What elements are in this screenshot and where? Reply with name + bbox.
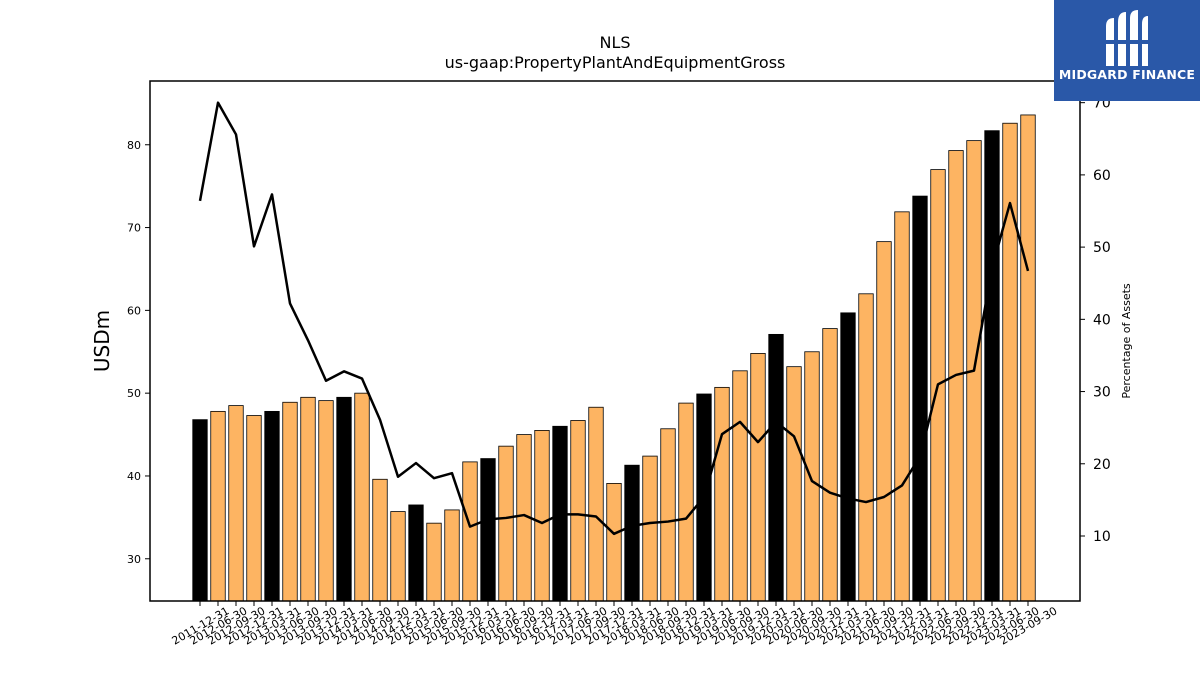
y-tick-label: 30 xyxy=(127,553,141,566)
midgard-m-logo-icon xyxy=(1104,10,1150,66)
percentage-of-assets-line xyxy=(198,101,1030,536)
x-axis: 2011-12-312012-06-302012-09-302012-12-31… xyxy=(170,601,1060,648)
bar-2017-06-30 xyxy=(588,406,604,602)
bar-2019-06-30 xyxy=(732,370,748,602)
plot-frame xyxy=(149,80,1081,602)
bar-2013-09-30 xyxy=(318,400,334,602)
bar-2018-06-30 xyxy=(660,428,676,602)
y2-tick-label: 30 xyxy=(1093,385,1111,401)
brand-logo: MIDGARD FINANCE xyxy=(1054,0,1200,101)
bar-2020-06-30 xyxy=(804,351,820,602)
bar-2013-03-31 xyxy=(282,401,298,602)
bar-2016-09-30 xyxy=(534,430,550,602)
bar-2015-09-30 xyxy=(462,461,478,602)
bar-2014-09-30 xyxy=(390,511,406,602)
bar-2014-03-31 xyxy=(354,392,370,602)
y2-tick-label: 20 xyxy=(1093,457,1111,473)
bar-2020-03-31 xyxy=(786,366,802,602)
bar-2012-09-30 xyxy=(246,415,262,602)
bar-2017-09-30 xyxy=(606,483,622,602)
line-layer xyxy=(198,101,1030,536)
brand-name: MIDGARD FINANCE xyxy=(1058,67,1196,82)
bar-2021-06-30 xyxy=(876,241,892,602)
bar-2016-03-31 xyxy=(498,445,514,602)
bar-2014-06-30 xyxy=(372,478,388,602)
bar-2022-12-31 xyxy=(984,130,1000,602)
y-tick-label: 50 xyxy=(127,387,141,400)
y-tick-label: 40 xyxy=(127,470,141,483)
y2-axis-label: Percentage of Assets xyxy=(1120,283,1133,399)
bars-layer xyxy=(192,114,1036,602)
bar-2012-12-31 xyxy=(264,410,280,602)
chart-subtitle: us-gaap:PropertyPlantAndEquipmentGross xyxy=(445,53,786,72)
y-tick-label: 80 xyxy=(127,139,141,152)
bar-2011-12-31 xyxy=(192,419,208,602)
y-tick-label: 60 xyxy=(127,304,141,317)
y2-tick-label: 60 xyxy=(1093,168,1111,184)
bar-2017-03-31 xyxy=(570,420,586,602)
y2-tick-label: 50 xyxy=(1093,240,1111,256)
bar-2019-03-31 xyxy=(714,386,730,602)
bar-2014-12-31 xyxy=(408,504,424,602)
bar-2021-03-31 xyxy=(858,293,874,602)
y-axis-label: USDm xyxy=(90,310,114,372)
bar-2013-12-31 xyxy=(336,396,352,602)
bar-2015-06-30 xyxy=(444,509,460,602)
y-axis-left: 30 40 50 60 70 80 xyxy=(127,139,150,566)
bar-2021-12-31 xyxy=(912,195,928,602)
bar-2015-12-31 xyxy=(480,458,496,602)
y2-tick-label: 40 xyxy=(1093,312,1111,328)
bar-2013-06-30 xyxy=(300,396,316,602)
bar-2019-09-30 xyxy=(750,353,766,602)
bar-2018-03-31 xyxy=(642,455,658,602)
bar-2019-12-31 xyxy=(768,333,784,602)
bar-2023-03-31 xyxy=(1002,122,1018,602)
bar-2020-09-30 xyxy=(822,328,838,602)
y2-tick-label: 10 xyxy=(1093,529,1111,545)
bar-2012-06-30 xyxy=(228,405,244,602)
bar-2012-03-31 xyxy=(210,410,226,602)
bar-2018-09-30 xyxy=(678,402,694,602)
bar-2023-06-30 xyxy=(1020,114,1036,602)
bar-2017-12-31 xyxy=(624,464,640,602)
bar-2020-12-31 xyxy=(840,312,856,602)
bar-2015-03-31 xyxy=(426,522,442,602)
chart-title: NLS xyxy=(599,33,630,52)
bar-2021-09-30 xyxy=(894,211,910,602)
y-tick-label: 70 xyxy=(127,222,141,235)
